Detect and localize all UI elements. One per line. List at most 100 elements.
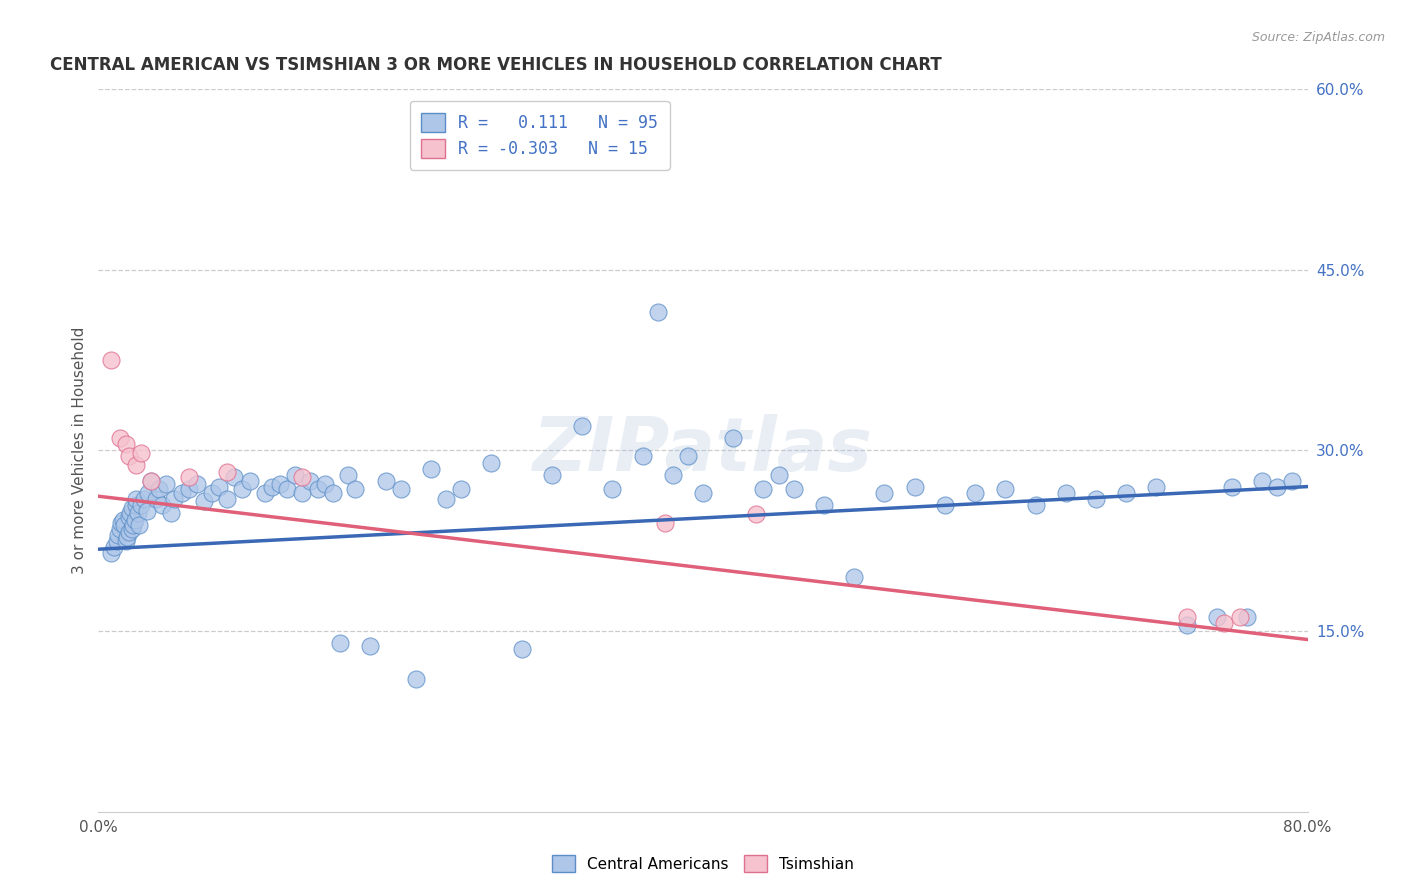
Legend: Central Americans, Tsimshian: Central Americans, Tsimshian [544, 847, 862, 880]
Point [208, 480, 231, 494]
Point [155, 477, 177, 491]
Point [631, 450, 654, 464]
Point [647, 305, 669, 319]
Point [752, 482, 775, 496]
Point [121, 501, 143, 516]
Point [112, 518, 135, 533]
Point [299, 474, 322, 488]
Point [723, 431, 745, 445]
Point [193, 494, 215, 508]
Point [1054, 485, 1077, 500]
Legend: R =   0.111   N = 95, R = -0.303   N = 15: R = 0.111 N = 95, R = -0.303 N = 15 [409, 101, 669, 169]
Text: CENTRAL AMERICAN VS TSIMSHIAN 3 OR MORE VEHICLES IN HOUSEHOLD CORRELATION CHART: CENTRAL AMERICAN VS TSIMSHIAN 3 OR MORE … [51, 56, 942, 74]
Point [141, 474, 163, 488]
Point [108, 431, 131, 445]
Point [129, 446, 152, 460]
Point [360, 639, 382, 653]
Point [262, 480, 284, 494]
Point [1213, 615, 1236, 630]
Text: ZIPatlas: ZIPatlas [533, 414, 873, 487]
Point [179, 482, 201, 496]
Point [170, 485, 193, 500]
Point [374, 474, 396, 488]
Point [122, 518, 145, 533]
Point [276, 482, 298, 496]
Point [661, 467, 683, 482]
Point [329, 636, 352, 650]
Point [1251, 474, 1274, 488]
Point [450, 482, 472, 496]
Point [100, 546, 122, 560]
Point [965, 485, 987, 500]
Point [253, 485, 276, 500]
Point [145, 491, 167, 506]
Point [676, 450, 699, 464]
Point [540, 467, 562, 482]
Point [224, 470, 246, 484]
Point [692, 485, 714, 500]
Point [1220, 480, 1243, 494]
Point [160, 506, 183, 520]
Point [307, 482, 329, 496]
Point [163, 491, 186, 506]
Point [291, 470, 314, 484]
Point [148, 482, 170, 496]
Point [1206, 609, 1229, 624]
Point [135, 503, 157, 517]
Point [128, 518, 150, 533]
Point [1175, 609, 1198, 624]
Point [336, 467, 359, 482]
Point [114, 437, 136, 451]
Point [1085, 491, 1108, 506]
Point [344, 482, 367, 496]
Point [103, 540, 125, 554]
Point [844, 570, 866, 584]
Point [105, 533, 128, 548]
Point [768, 467, 790, 482]
Point [120, 506, 142, 520]
Point [510, 642, 533, 657]
Point [114, 533, 136, 548]
Point [571, 419, 593, 434]
Point [314, 477, 336, 491]
Point [111, 513, 134, 527]
Point [481, 455, 503, 469]
Point [1024, 498, 1046, 512]
Point [284, 467, 307, 482]
Point [269, 477, 291, 491]
Point [118, 450, 141, 464]
Text: Source: ZipAtlas.com: Source: ZipAtlas.com [1251, 31, 1385, 45]
Point [934, 498, 956, 512]
Point [1236, 609, 1258, 624]
Point [1175, 618, 1198, 632]
Y-axis label: 3 or more Vehicles in Household: 3 or more Vehicles in Household [72, 326, 87, 574]
Point [1229, 609, 1251, 624]
Point [150, 498, 173, 512]
Point [179, 470, 201, 484]
Point [873, 485, 896, 500]
Point [118, 509, 141, 524]
Point [100, 353, 122, 368]
Point [291, 485, 314, 500]
Point [602, 482, 624, 496]
Point [108, 522, 131, 536]
Point [994, 482, 1017, 496]
Point [125, 458, 148, 472]
Point [107, 527, 129, 541]
Point [124, 513, 146, 527]
Point [654, 516, 676, 530]
Point [201, 485, 224, 500]
Point [231, 482, 253, 496]
Point [186, 477, 208, 491]
Point [118, 525, 141, 540]
Point [434, 491, 457, 506]
Point [813, 498, 835, 512]
Point [420, 461, 443, 475]
Point [136, 485, 159, 500]
Point [215, 491, 238, 506]
Point [110, 516, 132, 530]
Point [141, 474, 163, 488]
Point [1281, 474, 1303, 488]
Point [1267, 480, 1289, 494]
Point [745, 508, 768, 522]
